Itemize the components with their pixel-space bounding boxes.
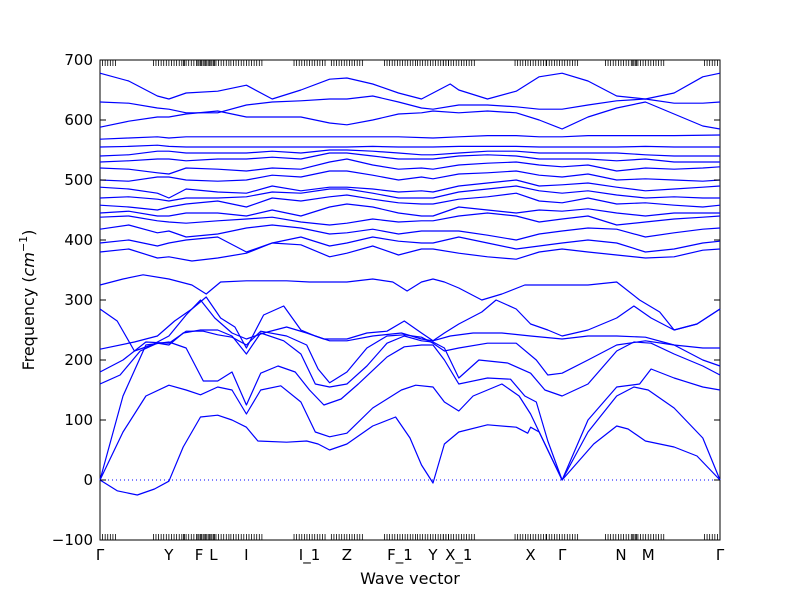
x-tick-label-y: Y [427, 546, 438, 564]
x-tick-label-x: X [525, 546, 535, 564]
x-tick-label-l: L [209, 546, 218, 564]
phonon-branch-1 [99, 414, 721, 496]
y-axis-label-unit: cm [19, 252, 38, 276]
x-tick-label-m: M [642, 546, 655, 564]
y-axis: −100 0 100 200 300 400 500 600 700 [52, 51, 720, 549]
y-tick-label: 200 [64, 351, 93, 369]
phonon-branch-16 [99, 179, 721, 199]
series-layer [99, 72, 721, 496]
x-tick-label-gamma: Γ [96, 546, 105, 564]
phonon-branch-10 [99, 236, 721, 253]
x-tick-label-gamma: Γ [558, 546, 567, 564]
y-tick-label: 400 [64, 231, 93, 249]
y-tick-label: −100 [52, 531, 93, 549]
y-axis-label-open-paren: ( [19, 276, 38, 287]
phonon-branch-20 [99, 149, 720, 157]
phonon-branch-7 [99, 299, 721, 352]
y-tick-label: 600 [64, 111, 93, 129]
y-tick-label: 500 [64, 171, 93, 189]
phonon-branch-6 [99, 296, 720, 350]
phonon-branch-25 [99, 72, 721, 100]
phonon-branch-23 [99, 101, 721, 130]
phonon-branch-15 [99, 185, 720, 202]
phonon-branch-8 [99, 274, 721, 331]
phonon-branch-11 [99, 224, 721, 241]
x-tick-label-gamma: Γ [716, 546, 725, 564]
x-tick-label-i1: I_1 [299, 546, 320, 565]
x-tick-label-i: I [244, 546, 248, 564]
x-tick-label-f: F [195, 546, 204, 564]
x-tick-label-z: Z [342, 546, 352, 564]
phonon-branch-13 [99, 203, 720, 217]
y-tick-label: 700 [64, 51, 93, 69]
x-tick-label-y: Y [163, 546, 174, 564]
phonon-branch-2 [99, 383, 721, 481]
phonon-branch-18 [99, 158, 721, 175]
phonon-branch-24 [99, 95, 721, 114]
phonon-branch-9 [99, 242, 721, 262]
phonon-branch-22 [99, 134, 721, 140]
y-axis-label-close-paren: ) [19, 230, 38, 236]
y-axis-label-unit-exponent: −1 [17, 236, 30, 252]
phonon-branch-14 [99, 192, 721, 211]
y-tick-label: 300 [64, 291, 93, 309]
x-tick-label-n: N [615, 546, 626, 564]
phonon-branch-12 [99, 212, 721, 226]
phonon-branch-21 [99, 144, 720, 148]
phonon-branch-17 [99, 170, 721, 182]
y-tick-label: 0 [83, 471, 93, 489]
x-axis-label: Wave vector [360, 569, 460, 588]
x-tick-label-x1: X_1 [445, 546, 472, 565]
y-axis-label: Frequency (cm−1) [17, 230, 38, 371]
phonon-branch-3 [99, 341, 721, 481]
phonon-branch-19 [99, 152, 720, 163]
y-axis-label-text: Frequency [19, 288, 38, 371]
phonon-branch-5 [99, 330, 721, 384]
x-tick-label-f1: F_1 [387, 546, 413, 565]
y-tick-label: 100 [64, 411, 93, 429]
x-axis: Γ Y F L I I_1 Z F_1 Y X_1 X Γ N M Γ [96, 60, 725, 565]
